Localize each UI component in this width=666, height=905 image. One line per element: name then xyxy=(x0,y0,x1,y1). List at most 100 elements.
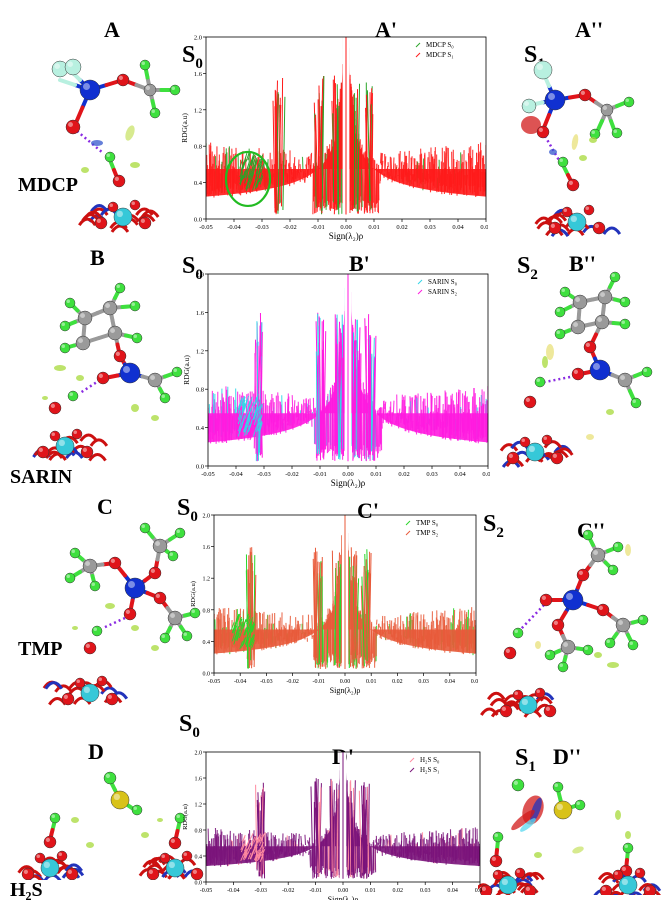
nci-isosurface xyxy=(589,137,597,143)
rdg-point-alt xyxy=(239,159,243,169)
atom xyxy=(159,632,171,644)
atom-highlight xyxy=(66,299,70,303)
atom xyxy=(49,430,61,442)
rdg-point xyxy=(392,157,395,171)
atom xyxy=(619,296,631,308)
x-tick-label: -0.03 xyxy=(255,224,269,231)
atom xyxy=(583,204,595,216)
rdg-point xyxy=(325,828,328,869)
nci-isosurface xyxy=(72,626,78,630)
nci-isosurface xyxy=(615,810,621,820)
rdg-spike xyxy=(317,325,320,455)
surface-isosurface xyxy=(140,209,160,218)
atom xyxy=(570,319,586,335)
rdg-spike xyxy=(360,585,365,667)
nci-isosurface xyxy=(586,434,594,440)
panel-label-C: C xyxy=(97,494,113,519)
atom xyxy=(572,294,588,310)
molecule-structure-C xyxy=(42,522,201,706)
x-tick-label: -0.05 xyxy=(201,471,215,478)
atom xyxy=(618,875,638,895)
atom-highlight xyxy=(636,869,640,873)
atom-highlight xyxy=(23,869,28,874)
atom-highlight xyxy=(576,801,580,805)
atom xyxy=(611,127,623,139)
rdg-chart-h2s: -0.05 -0.04 -0.03 -0.02 -0.01 0.00 0.01 0.02 0.0… xyxy=(182,751,482,901)
atom xyxy=(59,320,71,332)
atom-highlight xyxy=(584,646,588,650)
nci-isosurface xyxy=(71,817,79,823)
nci-isosurface xyxy=(607,662,619,668)
nci-isosurface xyxy=(534,852,542,858)
rdg-point-alt xyxy=(243,848,248,856)
rdg-point-alt xyxy=(233,625,238,634)
atom-highlight xyxy=(491,856,496,861)
x-tick-label: 0.00 xyxy=(338,888,349,894)
atom-highlight xyxy=(552,453,557,458)
atom-highlight xyxy=(591,130,595,134)
rdg-point-alt xyxy=(246,615,250,624)
atom xyxy=(77,310,93,326)
rdg-spike xyxy=(315,778,320,870)
rdg-point-alt xyxy=(253,426,257,437)
rdg-spike xyxy=(335,563,338,663)
x-axis-label: Sign(λ₂)ρ xyxy=(328,895,359,900)
atom-highlight xyxy=(145,85,150,90)
y-axis-label: RDG(a.u) xyxy=(190,581,197,607)
rdg-point xyxy=(307,841,310,848)
atom xyxy=(550,451,564,465)
rdg-spike xyxy=(334,94,338,210)
rdg-point xyxy=(308,843,311,847)
atom-highlight xyxy=(550,223,555,228)
atom-highlight xyxy=(621,298,625,302)
panel-label-D-dprime: D'' xyxy=(553,744,582,769)
atom xyxy=(149,107,161,119)
atom xyxy=(543,704,557,718)
atom-highlight xyxy=(51,814,55,818)
atom-highlight xyxy=(601,886,606,891)
atom-highlight xyxy=(110,328,116,333)
nci-isosurface xyxy=(511,809,535,831)
rdg-spike xyxy=(371,337,375,452)
atom-highlight xyxy=(536,63,543,70)
rdg-point-alt xyxy=(253,835,258,843)
y-tick-label: 2.0 xyxy=(196,272,204,279)
rdg-point-alt xyxy=(231,633,236,642)
rdg-point-alt xyxy=(258,158,263,168)
x-tick-label: 0.02 xyxy=(392,679,403,685)
molecule-structure-A-dprime xyxy=(521,60,635,238)
atom-highlight xyxy=(141,61,145,65)
atom-highlight xyxy=(643,368,647,372)
rdg-point-alt xyxy=(256,417,261,428)
atom-highlight xyxy=(481,886,486,891)
rdg-spike xyxy=(314,561,319,668)
rdg-point-alt xyxy=(244,425,248,436)
atom xyxy=(623,96,635,108)
nci-isosurface xyxy=(542,356,548,368)
atom-highlight xyxy=(620,375,625,380)
atom xyxy=(571,367,585,381)
atom-highlight xyxy=(556,308,560,312)
surface-isosurface xyxy=(89,438,109,447)
atom xyxy=(171,366,183,378)
legend-marker xyxy=(415,42,421,48)
rdg-point-alt xyxy=(250,401,255,412)
panel-label-A-dprime: A'' xyxy=(575,17,604,42)
rdg-spike xyxy=(357,83,361,212)
atom xyxy=(489,854,503,868)
panel-label-A: A xyxy=(104,17,120,42)
x-tick-label: -0.01 xyxy=(311,224,325,231)
atom xyxy=(108,556,122,570)
atom xyxy=(107,201,119,213)
x-axis-label: Sign(λ₂)ρ xyxy=(331,478,366,488)
atom-highlight xyxy=(597,317,602,322)
x-tick-label: -0.01 xyxy=(313,679,326,685)
atom xyxy=(89,580,101,592)
atom-highlight xyxy=(624,844,628,848)
rdg-point-alt xyxy=(238,618,243,627)
rdg-point-alt xyxy=(249,833,254,841)
atom xyxy=(479,884,493,895)
rdg-spike xyxy=(315,351,318,454)
atom-highlight xyxy=(621,878,628,885)
rdg-chart-sarin: -0.05 -0.04 -0.03 -0.02 -0.01 0.00 0.01 0.02 0.0… xyxy=(182,272,490,489)
